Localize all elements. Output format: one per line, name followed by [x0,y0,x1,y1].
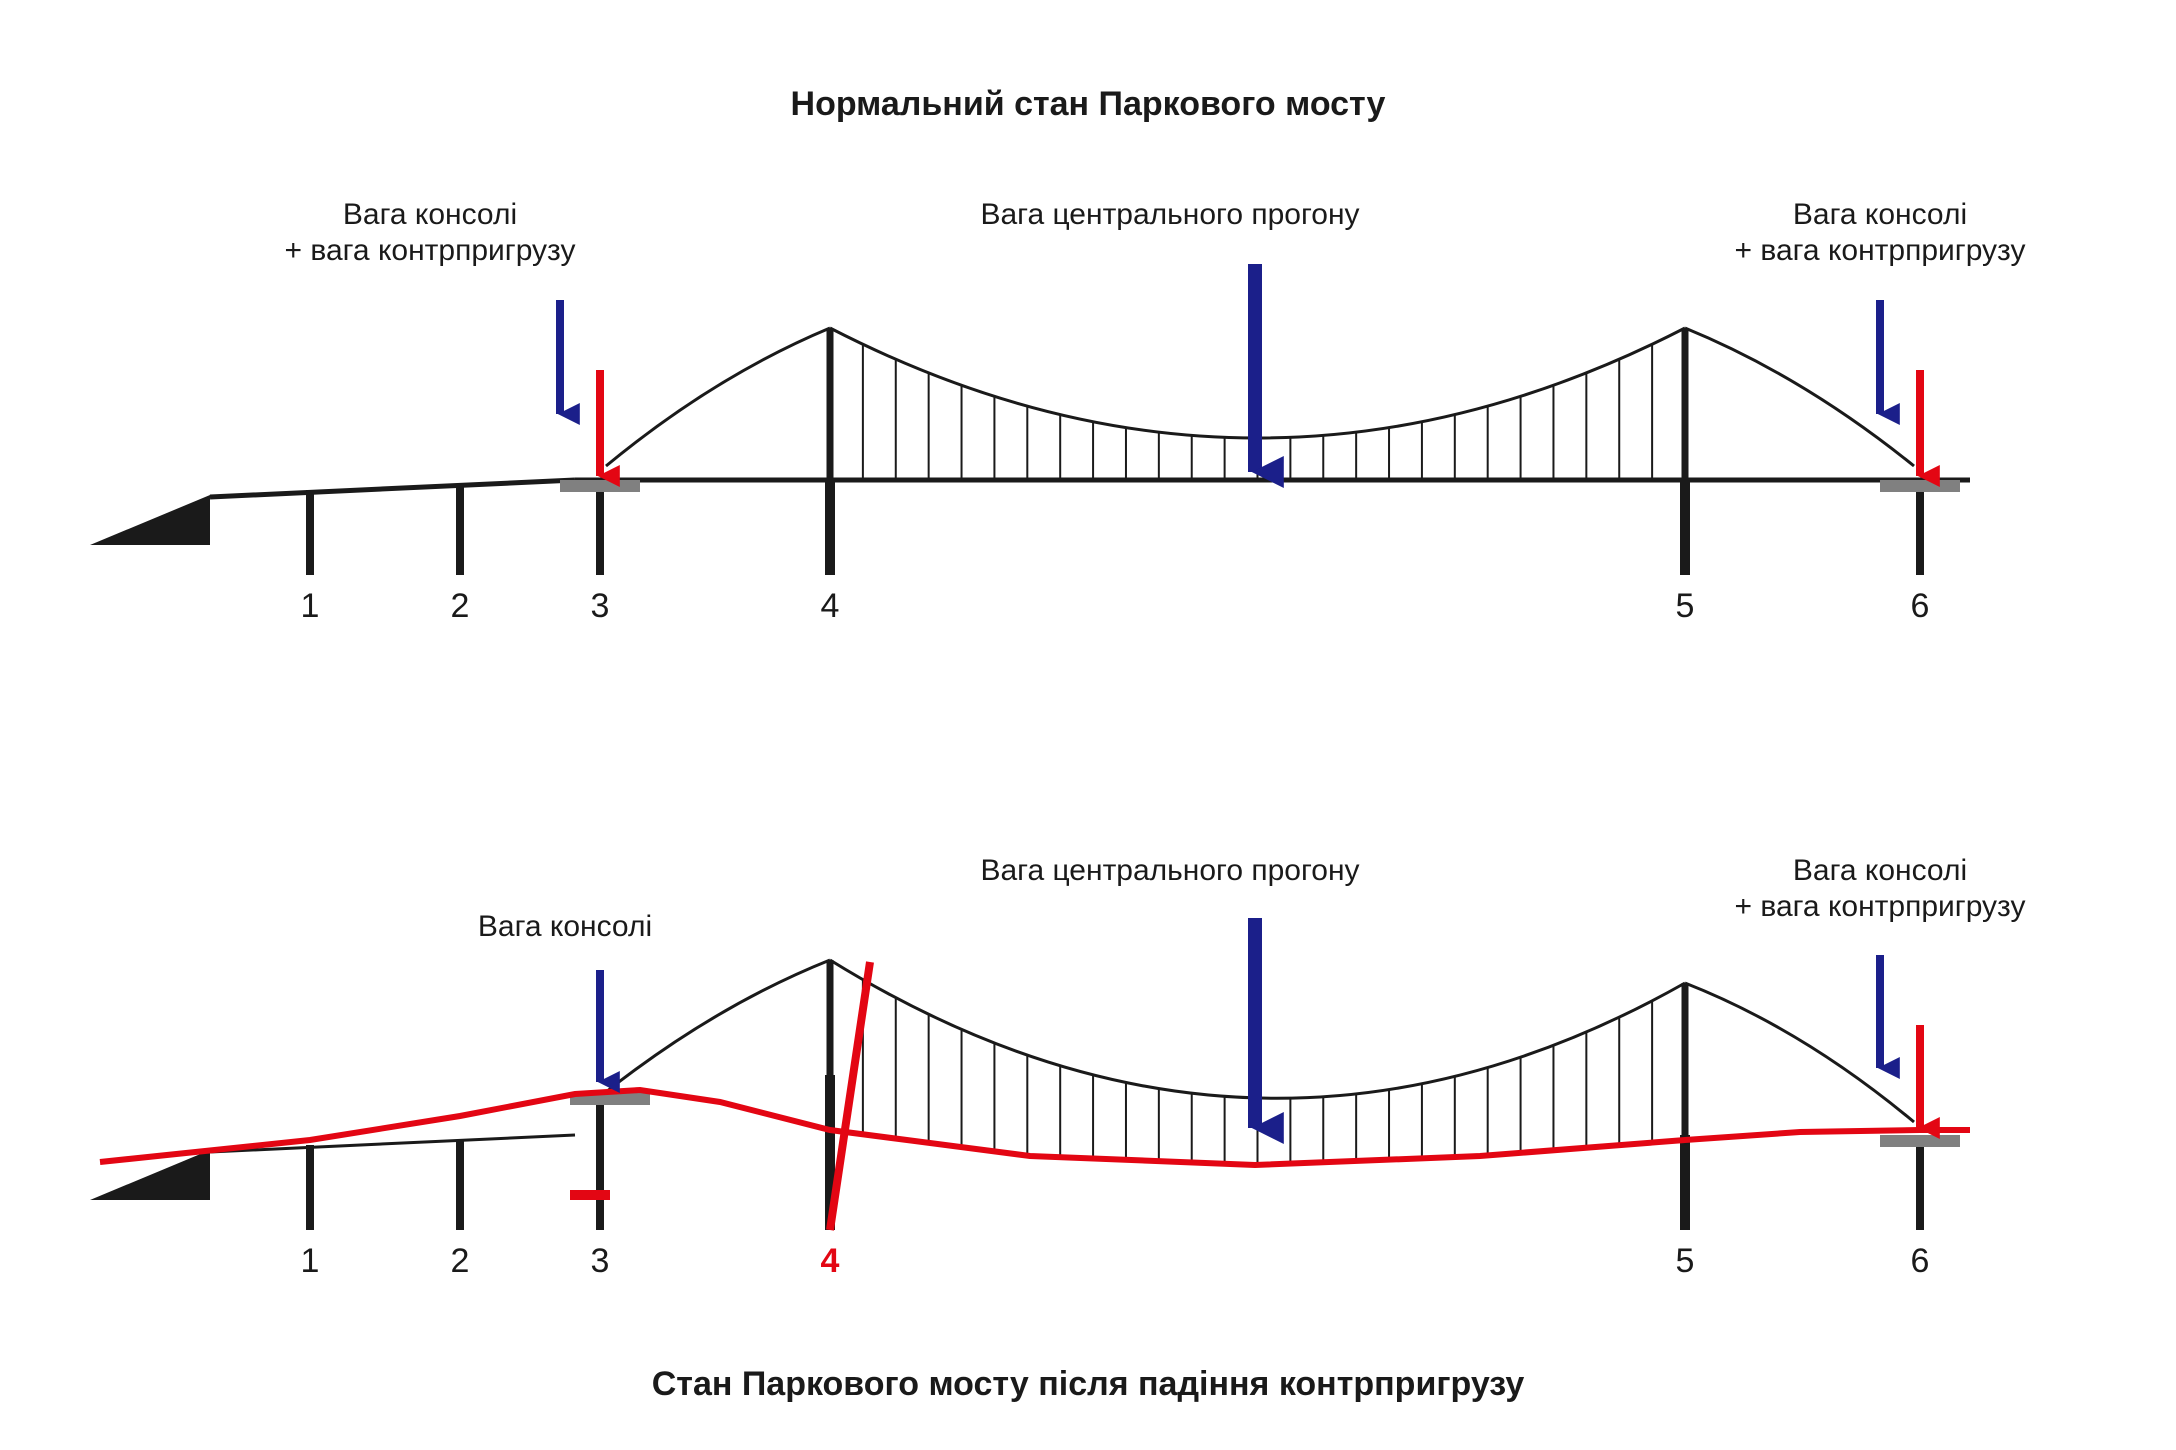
svg-text:Стан Паркового мосту після пад: Стан Паркового мосту після падіння контр… [652,1365,1525,1403]
svg-text:Вага консолі: Вага консолі [1793,198,1967,231]
fallen-counterweight [570,1190,610,1200]
pier-number: 2 [451,1242,470,1280]
svg-text:+ вага контрпригрузу: + вага контрпригрузу [1735,234,2026,267]
pier-number: 4 [821,1242,840,1280]
pier-number: 4 [821,587,840,625]
pier-number: 5 [1676,1242,1695,1280]
pier-number: 2 [451,587,470,625]
svg-text:Вага консолі: Вага консолі [343,198,517,231]
pier-number: 3 [591,1242,610,1280]
pier-number: 5 [1676,587,1695,625]
svg-text:+ вага контрпригрузу: + вага контрпригрузу [1735,890,2026,923]
svg-text:Нормальний стан Паркового мост: Нормальний стан Паркового мосту [791,85,1386,123]
svg-text:Вага консолі: Вага консолі [478,910,652,943]
pier-number: 6 [1911,1242,1930,1280]
svg-text:Вага центрального прогону: Вага центрального прогону [980,854,1359,887]
pier-number: 6 [1911,587,1930,625]
svg-text:+ вага контрпригрузу: + вага контрпригрузу [285,234,576,267]
pier-number: 1 [301,587,320,625]
pier-number: 3 [591,587,610,625]
svg-text:Вага центрального прогону: Вага центрального прогону [980,198,1359,231]
svg-text:Вага консолі: Вага консолі [1793,854,1967,887]
pier-number: 1 [301,1242,320,1280]
